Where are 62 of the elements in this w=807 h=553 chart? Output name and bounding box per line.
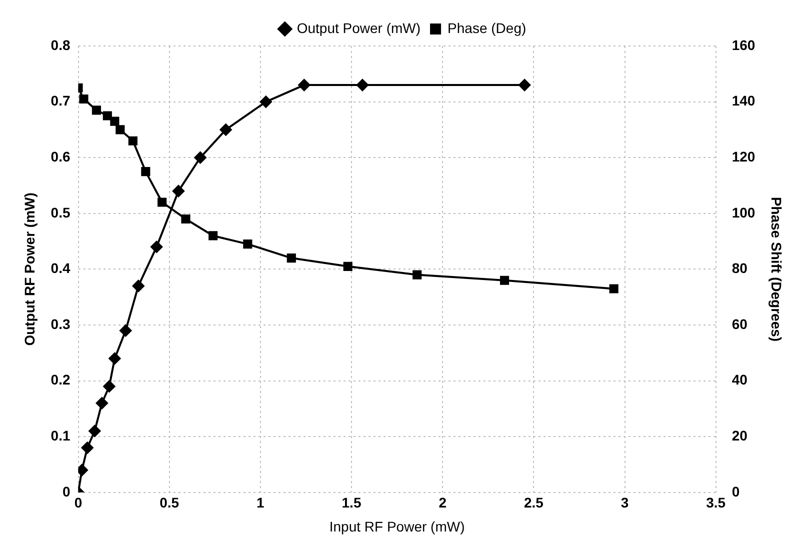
point	[92, 106, 102, 115]
x-tick-label: 0.5	[160, 494, 180, 511]
point	[108, 352, 121, 364]
point	[243, 240, 252, 249]
point	[412, 270, 422, 280]
y2-tick-label: 60	[732, 316, 748, 332]
point	[194, 152, 206, 164]
legend-label: Output Power (mW)	[296, 20, 421, 36]
point	[518, 79, 531, 92]
x-tick-label: 2	[438, 494, 447, 511]
y-tick-label: 0.8	[50, 36, 70, 53]
point	[103, 380, 116, 392]
y2-tick-label: 0	[732, 483, 740, 500]
x-axis-title: Input RF Power (mW)	[329, 518, 465, 534]
x-tick-label: 1.5	[342, 494, 362, 511]
y2-tick-label: 80	[732, 260, 748, 276]
x-tick-label: 1	[256, 494, 265, 511]
y2-tick-label: 20	[732, 427, 748, 444]
point	[116, 125, 125, 134]
y2-tick-label: 100	[732, 204, 756, 220]
point	[120, 324, 132, 337]
x-tick-label: 0	[74, 494, 82, 511]
point	[181, 214, 190, 224]
y-axis-title: Output RF Power (mW)	[21, 192, 38, 346]
point	[81, 442, 94, 454]
point	[172, 185, 184, 198]
y-tick-label: 0.2	[50, 372, 70, 388]
point	[96, 397, 108, 410]
point	[500, 276, 510, 285]
point	[88, 425, 101, 438]
point	[208, 231, 218, 240]
y-tick-label: 0.1	[50, 427, 70, 444]
point	[158, 198, 167, 207]
point	[286, 254, 296, 263]
point	[260, 96, 272, 108]
y-tick-label: 0.7	[50, 92, 70, 109]
y2-tick-label: 120	[732, 148, 756, 164]
point	[343, 262, 352, 271]
y-tick-label: 0.3	[50, 316, 70, 332]
y-tick-label: 0.5	[50, 204, 70, 220]
point	[609, 284, 618, 294]
point	[102, 111, 112, 120]
point	[79, 94, 88, 104]
y2-tick-label: 160	[732, 36, 756, 53]
point	[298, 79, 310, 92]
point	[128, 136, 138, 146]
y2-tick-label: 140	[732, 92, 756, 109]
y-tick-label: 0	[62, 483, 70, 500]
y2-axis-title: Phase Shift (Degrees)	[768, 196, 785, 342]
point	[141, 167, 150, 176]
y-tick-label: 0.4	[50, 260, 70, 276]
legend-label: Phase (Deg)	[448, 20, 526, 36]
point	[132, 280, 144, 292]
x-tick-label: 3.5	[706, 494, 726, 511]
x-tick-label: 3	[620, 494, 629, 511]
point	[356, 79, 368, 92]
x-tick-label: 2.5	[524, 494, 544, 511]
point	[220, 124, 232, 136]
y2-tick-label: 40	[732, 372, 748, 388]
point	[150, 240, 163, 253]
point	[110, 116, 120, 126]
y-tick-label: 0.6	[50, 148, 70, 164]
